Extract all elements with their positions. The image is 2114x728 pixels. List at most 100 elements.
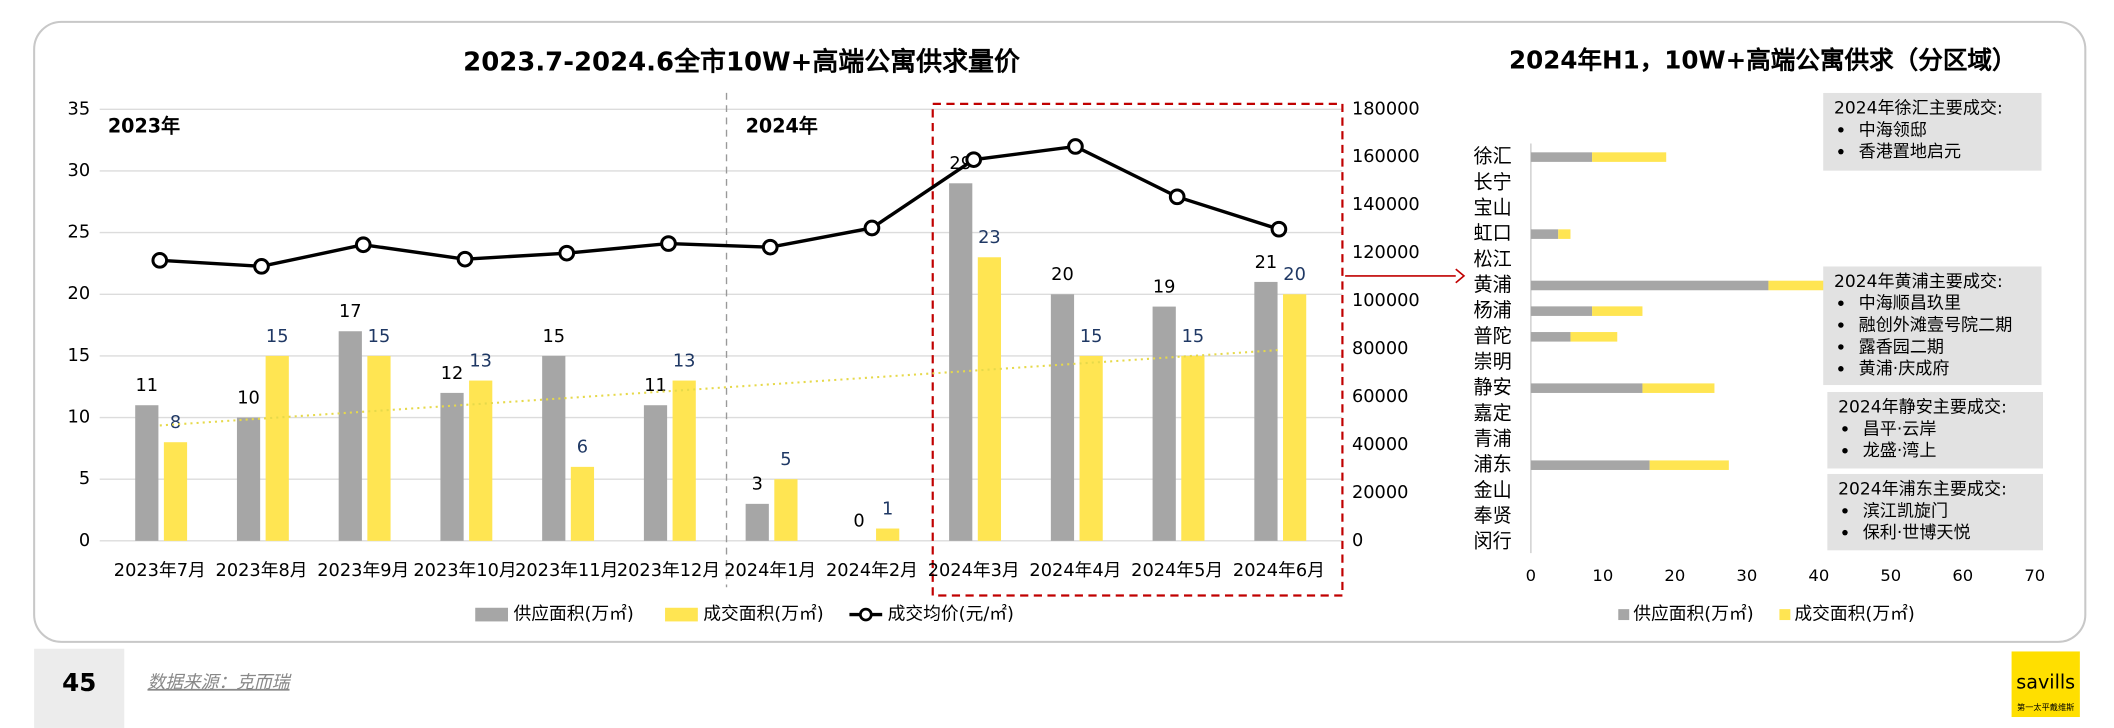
arrow-head [1455, 268, 1466, 284]
y-tick-label: 奉贤 [1474, 504, 1512, 527]
y-tick-label: 黄浦 [1474, 273, 1512, 296]
callout: 2024年浦东主要成交:滨江凯旋门保利·世博天悦 [1827, 473, 2043, 551]
highlight-box [931, 102, 1344, 597]
callout-list: 中海顺昌玖里融创外滩壹号院二期露香园二期黄浦·庆成府 [1834, 292, 2031, 379]
x-tick-label: 2023年12月 [617, 560, 720, 581]
price-marker [1168, 188, 1186, 206]
y-tick-label: 15 [68, 346, 91, 366]
x-tick-label: 2023年10月 [413, 560, 516, 581]
y2-tick-label: 180000 [1352, 99, 1420, 119]
legend-label: 成交面积(万㎡) [1794, 603, 1914, 625]
bar [1050, 294, 1075, 541]
y-tick-label: 虹口 [1474, 222, 1512, 245]
callout-title: 2024年徐汇主要成交: [1834, 97, 2003, 118]
annotation: 2023年 [108, 115, 180, 138]
legend-label: 成交均价(元/㎡) [888, 603, 1014, 625]
data-label: 23 [978, 228, 1001, 248]
y-tick-label: 松江 [1474, 247, 1512, 270]
bar [469, 380, 493, 541]
legend-swatch [665, 607, 698, 622]
y2-tick-label: 100000 [1352, 291, 1420, 311]
y2-tick-label: 120000 [1352, 243, 1420, 263]
bar [236, 417, 261, 541]
logo [2011, 651, 2080, 718]
y-tick-label: 35 [68, 99, 91, 119]
bar [338, 331, 362, 541]
bar [1592, 306, 1643, 316]
x-tick-label: 50 [1880, 566, 1901, 585]
callout-list: 昌平·云岸龙盛·湾上 [1838, 418, 2032, 462]
x-tick-label: 2023年11月 [515, 560, 618, 581]
y-tick-label: 宝山 [1474, 196, 1512, 219]
chart-title: 2024年H1，10W+高端公寓供求（分区域） [1509, 46, 2015, 76]
data-label: 8 [170, 413, 181, 433]
price-marker [456, 250, 474, 268]
bar [1530, 460, 1650, 470]
x-tick-label: 2024年3月 [928, 560, 1020, 581]
data-label: 15 [542, 327, 565, 347]
data-label: 15 [1182, 327, 1205, 347]
x-tick-label: 70 [2024, 566, 2045, 585]
data-label: 15 [1080, 327, 1103, 347]
callout-item: 保利·世博天悦 [1863, 522, 2032, 544]
x-tick-label: 10 [1592, 566, 1613, 585]
y-tick-label: 20 [68, 284, 91, 304]
data-label: 20 [1283, 265, 1306, 285]
data-label: 11 [136, 376, 159, 396]
bar [440, 392, 464, 541]
x-tick-label: 2023年7月 [114, 560, 206, 581]
legend-label: 成交面积(万㎡) [703, 603, 823, 625]
y2-tick-label: 40000 [1352, 435, 1408, 455]
data-label: 1 [882, 499, 893, 519]
callout-box: 2024年浦东主要成交:滨江凯旋门保利·世博天悦 [1827, 474, 2043, 550]
bar [1530, 280, 1769, 291]
bar [1181, 355, 1205, 541]
logo-sub: 第一太平戴维斯 [2017, 702, 2074, 712]
bar [1570, 332, 1618, 342]
bar [1283, 294, 1307, 541]
data-label: 5 [780, 450, 791, 470]
price-marker [965, 151, 983, 168]
bar [1649, 460, 1729, 470]
y2-tick-label: 0 [1352, 531, 1363, 551]
bar [1152, 306, 1176, 541]
legend-swatch [1618, 609, 1630, 621]
y-tick-label: 普陀 [1474, 324, 1512, 347]
y2-tick-label: 20000 [1352, 483, 1408, 503]
chart-title: 2023.7-2024.6全市10W+高端公寓供求量价 [463, 46, 1020, 77]
y-tick-label: 青浦 [1474, 427, 1512, 450]
bar [1530, 332, 1571, 342]
y-tick-label: 嘉定 [1474, 401, 1512, 424]
callout: 2024年黄浦主要成交:中海顺昌玖里融创外滩壹号院二期露香园二期黄浦·庆成府 [1823, 266, 2042, 386]
bar [367, 355, 391, 541]
legend-label: 供应面积(万㎡) [513, 603, 633, 625]
frame [33, 20, 2087, 643]
data-label: 6 [577, 438, 588, 458]
y-tick-label: 崇明 [1474, 350, 1512, 373]
x-tick-label: 2024年6月 [1233, 560, 1325, 581]
callout: 2024年静安主要成交:昌平·云岸龙盛·湾上 [1827, 391, 2043, 469]
y2-tick-label: 140000 [1352, 195, 1420, 215]
callout-title: 2024年静安主要成交: [1838, 396, 2007, 417]
price-marker [1270, 220, 1288, 238]
callout-item: 中海顺昌玖里 [1859, 292, 2031, 314]
bar [1530, 229, 1559, 239]
y-tick-label: 徐汇 [1474, 145, 1512, 168]
y2-tick-label: 60000 [1352, 387, 1408, 407]
price-marker [863, 219, 881, 237]
y-tick-label: 静安 [1474, 376, 1512, 399]
price-marker [1067, 138, 1084, 155]
y-tick-label: 杨浦 [1474, 299, 1512, 322]
callout-box: 2024年静安主要成交:昌平·云岸龙盛·湾上 [1827, 392, 2043, 468]
y-tick-label: 10 [68, 408, 91, 428]
data-label: 15 [266, 327, 289, 347]
callout-list: 滨江凯旋门保利·世博天悦 [1838, 500, 2032, 544]
trendline [159, 349, 1279, 427]
bar [1530, 152, 1593, 162]
callout-title: 2024年浦东主要成交: [1838, 478, 2007, 499]
source: 数据来源：克而瑞 [147, 673, 291, 693]
callout-item: 中海领邸 [1859, 119, 2031, 141]
legend-swatch [475, 607, 509, 622]
bar [542, 355, 566, 541]
